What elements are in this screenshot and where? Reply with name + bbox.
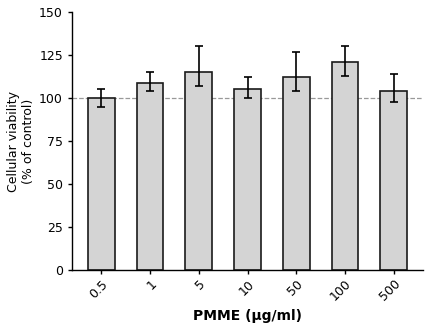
- Y-axis label: Cellular viability
(% of control): Cellular viability (% of control): [7, 91, 35, 192]
- Bar: [88, 98, 115, 270]
- Bar: [380, 91, 407, 270]
- Bar: [332, 62, 358, 270]
- Bar: [283, 78, 310, 270]
- Bar: [234, 89, 261, 270]
- X-axis label: PMME (μg/ml): PMME (μg/ml): [193, 309, 302, 323]
- Bar: [185, 72, 212, 270]
- Bar: [137, 82, 163, 270]
